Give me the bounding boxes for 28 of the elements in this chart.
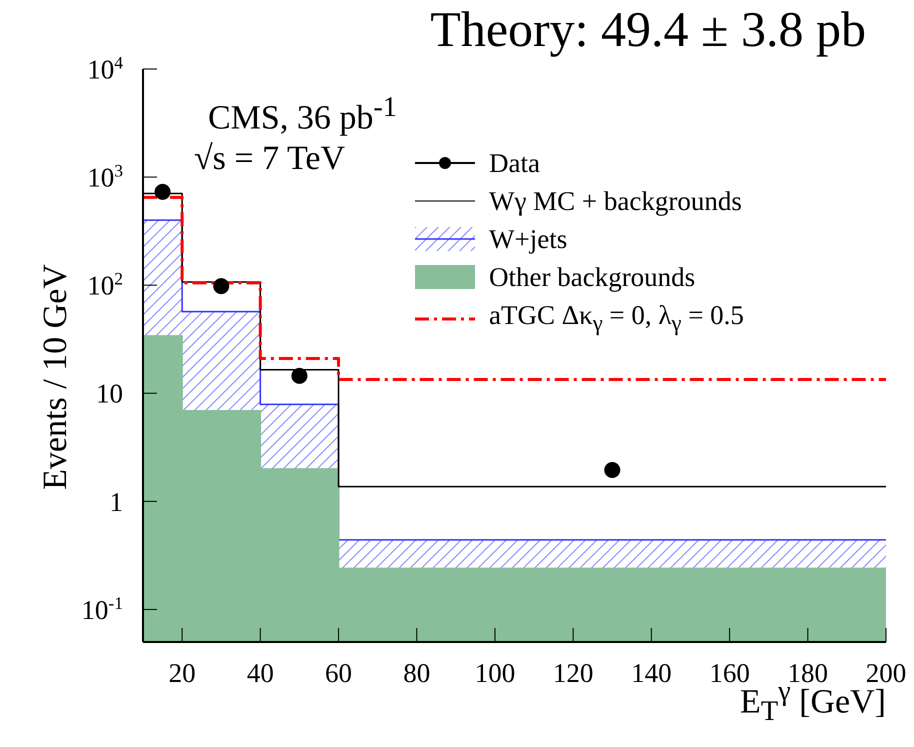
annotation: √s = 7 TeV (194, 140, 345, 178)
point (154, 184, 171, 200)
x-tick-label: 120 (552, 658, 594, 688)
y-tick-label: 10$^{-1}$ (81, 592, 123, 625)
legend-label: W+jets (489, 223, 568, 256)
x-tick-label: 200 (866, 658, 906, 688)
x-tick-label: 40 (246, 658, 274, 688)
x-tick-label: 180 (788, 658, 828, 688)
x-tick-label: 140 (631, 658, 672, 688)
legend-label: Other backgrounds (489, 261, 696, 294)
point (213, 278, 230, 294)
y-tick-label: 10 (96, 378, 123, 409)
legend-label: Wγ MC + backgrounds (489, 185, 742, 218)
point (604, 462, 620, 478)
x-tick-label: 20 (168, 658, 196, 688)
legend-label: aTGC Δκ$_{γ}$ = 0, λ$_{γ}$ = 0.5 (489, 299, 744, 338)
y-axis-title: Events / 10 GeV (37, 263, 75, 492)
y-tick-label: 1 (110, 486, 123, 517)
chart-title: Theory: 49.4 ± 3.8 pb (430, 0, 866, 58)
y-tick-label: 10$^{4}$ (87, 52, 124, 84)
legend-label: Data (489, 147, 540, 180)
x-tick-label: 100 (474, 658, 516, 688)
x-tick-label: 60 (325, 658, 352, 688)
point (291, 368, 308, 384)
y-tick-label: 10$^{2}$ (87, 268, 123, 301)
annotation: CMS, 36 pb$^{-1}$ (208, 92, 397, 138)
y-tick-label: 10$^{3}$ (87, 160, 124, 193)
x-tick-label: 80 (403, 658, 430, 688)
